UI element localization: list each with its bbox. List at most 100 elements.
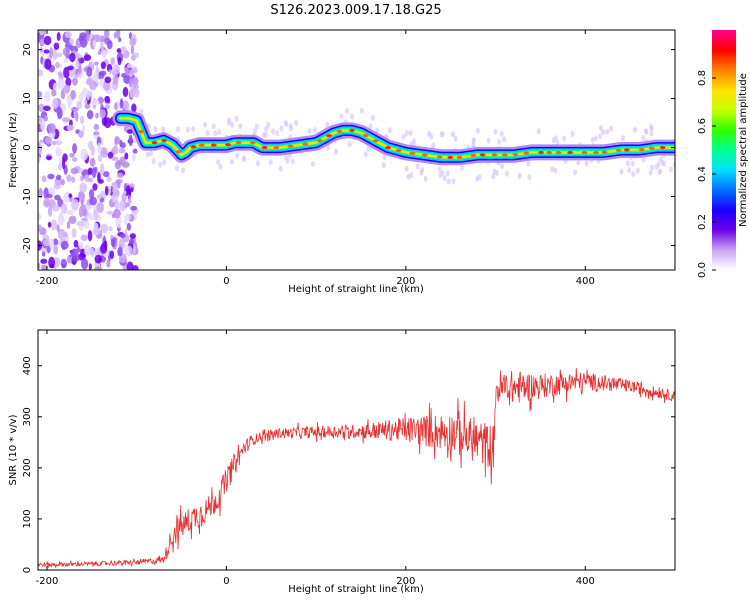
noise-speckle (41, 251, 46, 257)
haze-speckle (310, 160, 315, 167)
noise-speckle (69, 37, 74, 46)
noise-speckle (80, 174, 84, 182)
noise-speckle (70, 90, 77, 100)
noise-speckle (48, 256, 55, 269)
noise-speckle (129, 233, 136, 239)
noise-speckle (90, 145, 95, 157)
haze-speckle (404, 130, 409, 137)
noise-speckle (99, 78, 104, 88)
noise-speckle (128, 134, 133, 147)
haze-speckle (238, 123, 243, 130)
haze-speckle (312, 126, 317, 133)
noise-speckle (117, 224, 121, 229)
haze-speckle (275, 130, 280, 137)
colorbar: 0.0 0.2 0.4 0.6 0.8 Normalized spectral ampl… (697, 30, 749, 278)
haze-speckle (290, 158, 295, 165)
noise-speckle (87, 230, 93, 242)
haze-speckle (217, 129, 222, 136)
noise-speckle (71, 227, 77, 238)
colorbar-scale (712, 30, 736, 270)
haze-speckle (438, 172, 443, 179)
noise-speckle (103, 117, 112, 129)
noise-speckle (78, 92, 84, 103)
noise-speckle (38, 154, 41, 164)
noise-speckle (97, 142, 102, 154)
haze-speckle (345, 107, 350, 114)
noise-speckle (38, 91, 43, 98)
noise-speckle (130, 54, 136, 61)
ridge-peak-dot (523, 151, 530, 155)
noise-speckle (107, 185, 112, 190)
noise-speckle (132, 153, 136, 162)
noise-speckle (47, 187, 56, 196)
snr-xtick-label: 400 (576, 576, 595, 587)
haze-speckle (288, 122, 293, 129)
noise-speckle (52, 238, 59, 246)
noise-speckle (93, 123, 100, 131)
haze-speckle (446, 178, 451, 185)
haze-speckle (241, 154, 246, 161)
spectrogram-xtick-label: 0 (223, 276, 229, 287)
noise-speckle (47, 173, 55, 180)
noise-speckle (84, 244, 91, 257)
haze-speckle (493, 128, 498, 135)
haze-speckle (550, 166, 555, 173)
noise-speckle (86, 110, 94, 120)
haze-speckle (339, 113, 344, 120)
noise-speckle (113, 32, 117, 39)
noise-speckle (38, 187, 43, 199)
ridge-peak-dot (546, 150, 552, 155)
noise-speckle (96, 194, 103, 200)
noise-speckle (51, 140, 57, 146)
noise-speckle (70, 167, 79, 175)
noise-speckle (100, 61, 106, 70)
noise-speckle (49, 46, 54, 59)
noise-speckle (53, 42, 60, 50)
haze-speckle (608, 125, 613, 132)
noise-speckle (43, 197, 50, 208)
noise-speckle (104, 185, 109, 196)
haze-speckle (227, 119, 232, 126)
noise-speckle (66, 221, 71, 230)
snr-xtick-label: 0 (223, 576, 229, 587)
noise-speckle (84, 99, 88, 105)
haze-speckle (381, 162, 386, 169)
ridge-peak-dot (501, 153, 508, 157)
haze-speckle (408, 129, 413, 136)
haze-speckle (562, 135, 567, 142)
haze-speckle (630, 160, 635, 167)
haze-speckle (370, 114, 375, 121)
haze-speckle (401, 133, 406, 140)
noise-speckle (68, 193, 73, 199)
noise-speckle (94, 266, 102, 270)
noise-speckle (44, 90, 51, 102)
noise-speckle (114, 136, 121, 145)
spectrogram-ticks: -200 0 200 400 -20 -10 0 10 20 (22, 30, 675, 287)
haze-speckle (151, 158, 156, 165)
haze-speckle (426, 130, 431, 137)
haze-speckle (437, 166, 442, 173)
spectrogram-ytick-label: -10 (22, 188, 33, 204)
noise-speckle (128, 238, 135, 245)
haze-speckle (451, 178, 456, 185)
noise-speckle (126, 63, 134, 69)
haze-speckle (593, 135, 598, 142)
ridge-peak-dot (470, 153, 477, 158)
haze-speckle (626, 160, 631, 167)
noise-speckle (78, 241, 84, 250)
ridge-peak-dot (302, 142, 309, 146)
ridge-peak-dot (261, 145, 268, 150)
haze-speckle (641, 135, 646, 142)
noise-speckle (126, 261, 134, 270)
haze-speckle (158, 161, 163, 168)
noise-speckle (96, 202, 105, 213)
haze-speckle (359, 107, 364, 114)
haze-speckle (368, 123, 373, 130)
noise-speckle (103, 30, 110, 39)
haze-speckle (517, 173, 522, 180)
noise-speckle (111, 156, 119, 161)
snr-xlabel: Height of straight line (km) (288, 584, 424, 595)
colorbar-tick-label: 0.6 (697, 118, 708, 134)
haze-speckle (145, 151, 150, 158)
